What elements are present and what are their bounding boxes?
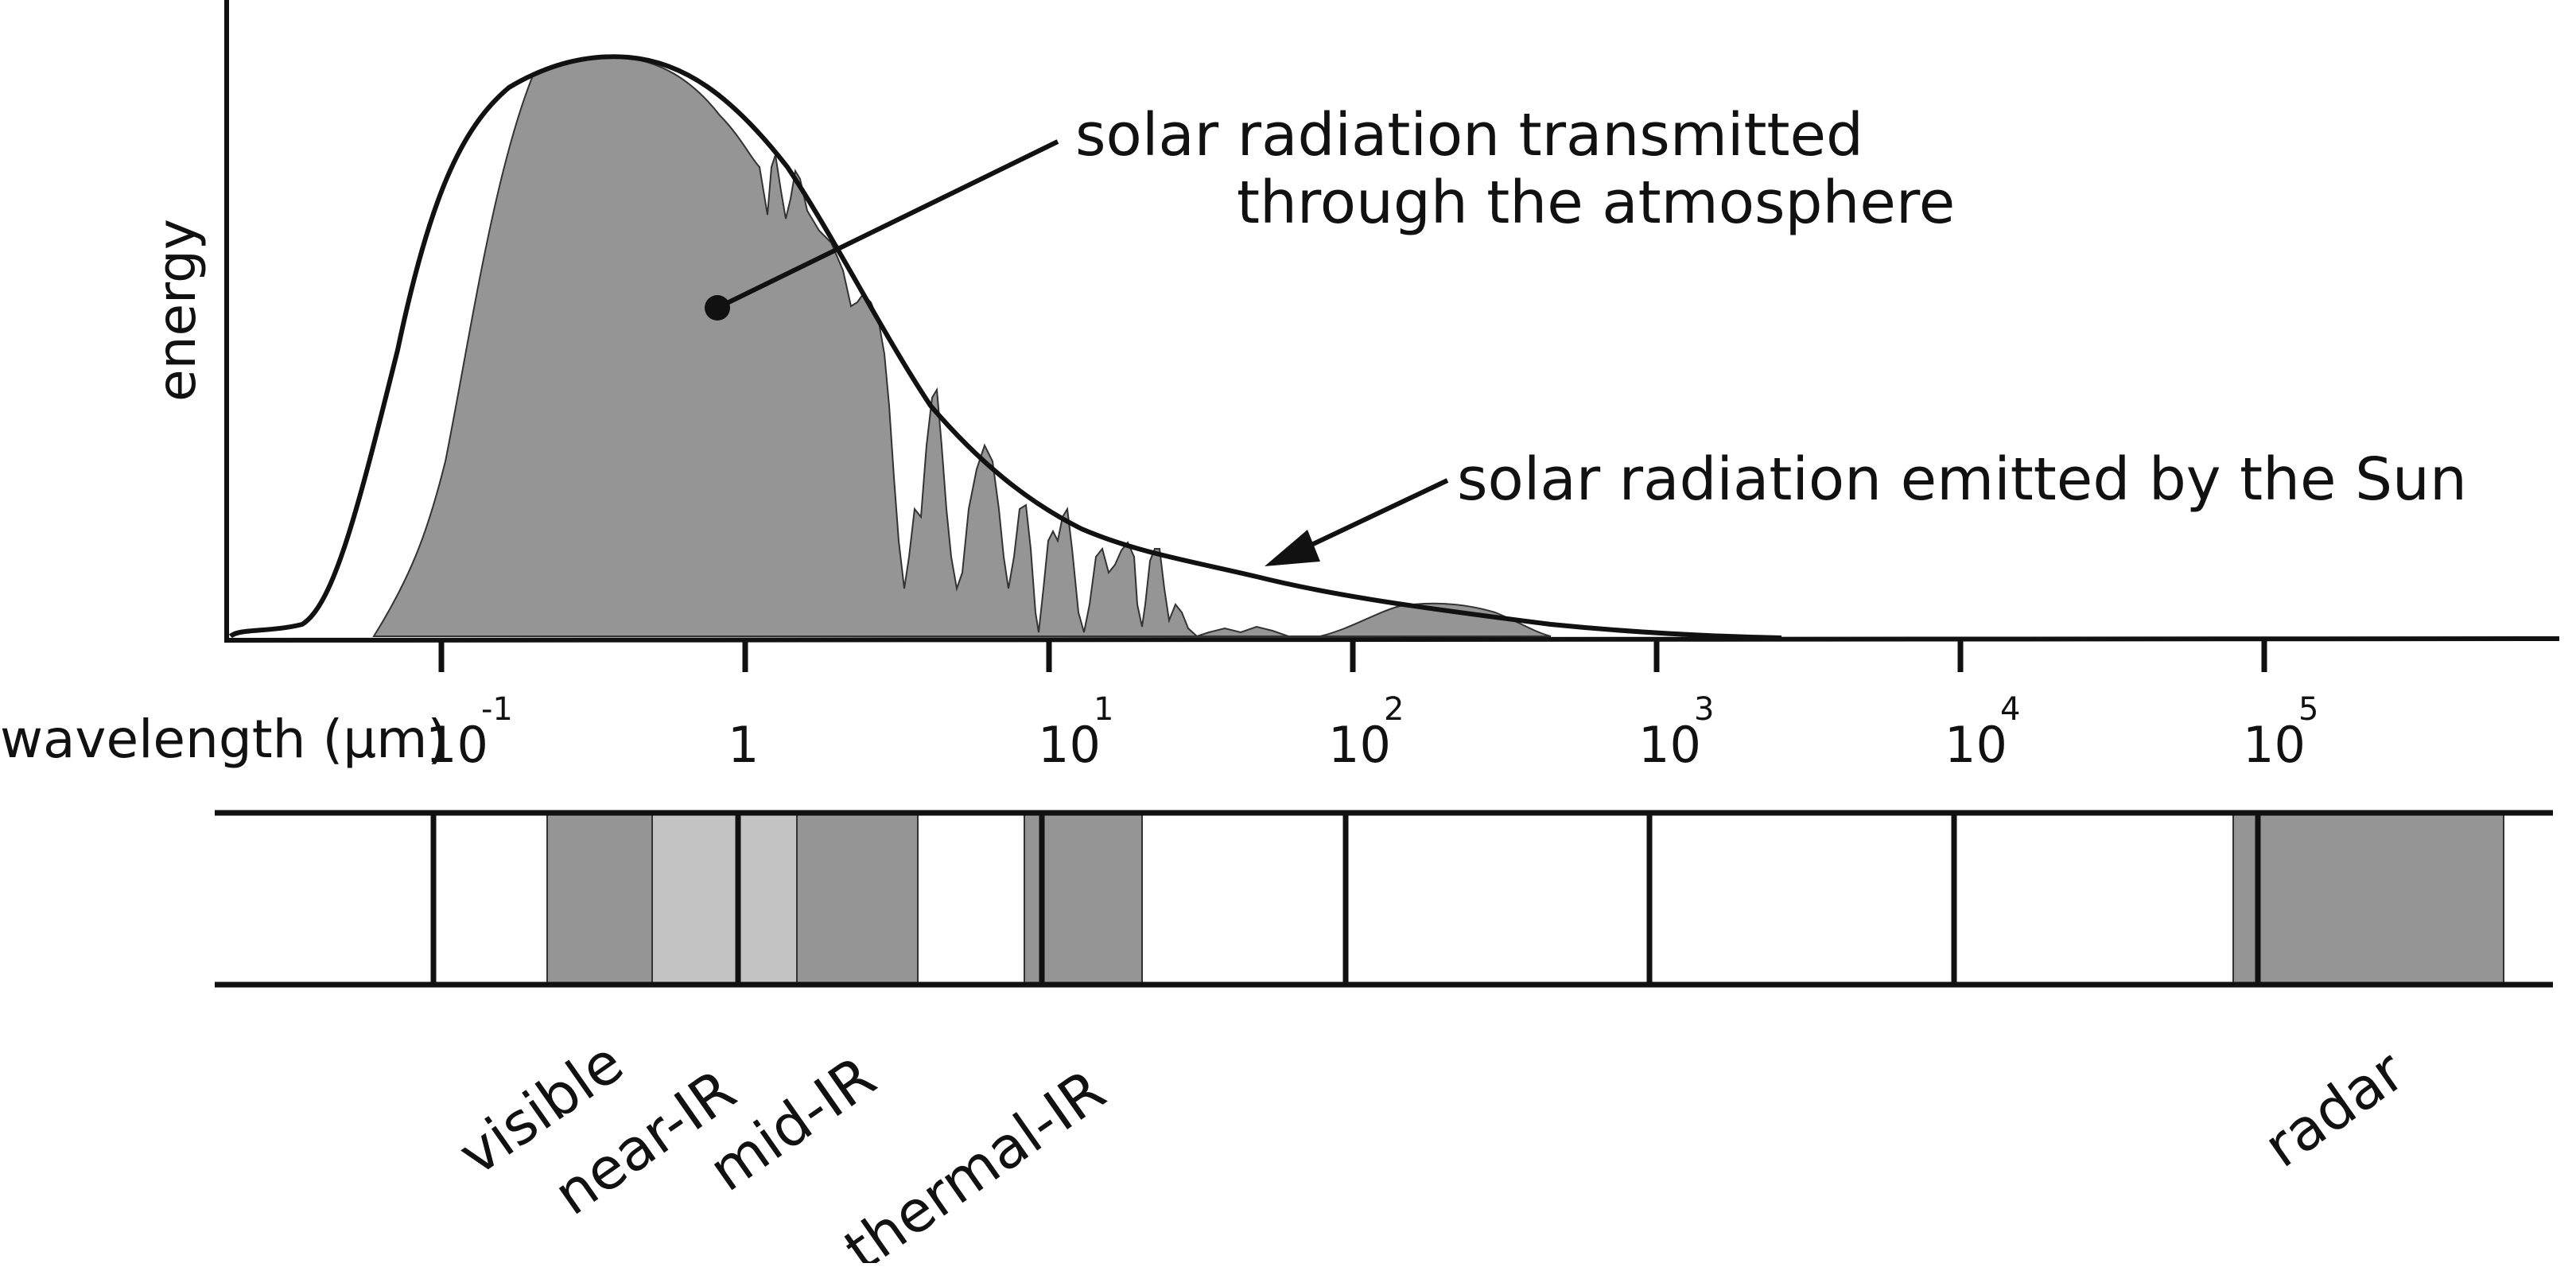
tick-label-6: 105 [2243, 691, 2318, 774]
x-axis [223, 636, 2560, 643]
tick-label-3: 102 [1328, 691, 1404, 774]
band-fill-mid-ir [796, 812, 919, 985]
band-label-4: radar [2252, 1037, 2417, 1180]
tick-label-base: 10 [1328, 716, 1391, 774]
tick-label-5: 104 [1945, 691, 2020, 774]
tick-label-base: 1 [728, 716, 759, 774]
tick-label-base: 10 [1038, 716, 1101, 774]
transmitted-radiation-area [372, 56, 1552, 638]
emitted-pointer-line [1295, 478, 1449, 554]
x-axis-label: wavelength (μm) [0, 709, 448, 770]
transmitted-pointer-line [716, 139, 1059, 310]
band-fill-visible [546, 812, 653, 985]
tick-label-exponent: 4 [2000, 691, 2020, 728]
band-fill-near-ir [651, 812, 798, 985]
tick-label-1: 1 [728, 716, 759, 774]
tick-label-exponent: 5 [2298, 691, 2318, 728]
tick-label-exponent: 1 [1094, 691, 1113, 728]
tick-label-base: 10 [1945, 716, 2007, 774]
tick-label-exponent: -1 [481, 691, 513, 728]
tick-label-base: 10 [1638, 716, 1701, 774]
tick-label-base: 10 [425, 716, 488, 774]
tick-label-0: 10-1 [425, 691, 513, 774]
tick-label-base: 10 [2243, 716, 2306, 774]
tick-label-4: 103 [1638, 691, 1714, 774]
band-fill-radar [2232, 812, 2504, 985]
y-axis-label: energy [146, 219, 208, 402]
transmitted-label-line1: solar radiation transmitted [1075, 101, 1863, 169]
band-fills [546, 812, 2504, 985]
tick-label-2: 101 [1038, 691, 1113, 774]
emitted-pointer-arrowhead [1265, 530, 1320, 566]
transmitted-label-line2: through the atmosphere [1237, 169, 1955, 237]
emitted-radiation-curve [228, 54, 1782, 640]
emitted-label: solar radiation emitted by the Sun [1457, 445, 2467, 514]
x-axis-tick-marks [438, 640, 2267, 672]
tick-label-exponent: 2 [1384, 691, 1404, 728]
band-strip-ticks [430, 813, 2261, 985]
tick-label-exponent: 3 [1694, 691, 1714, 728]
